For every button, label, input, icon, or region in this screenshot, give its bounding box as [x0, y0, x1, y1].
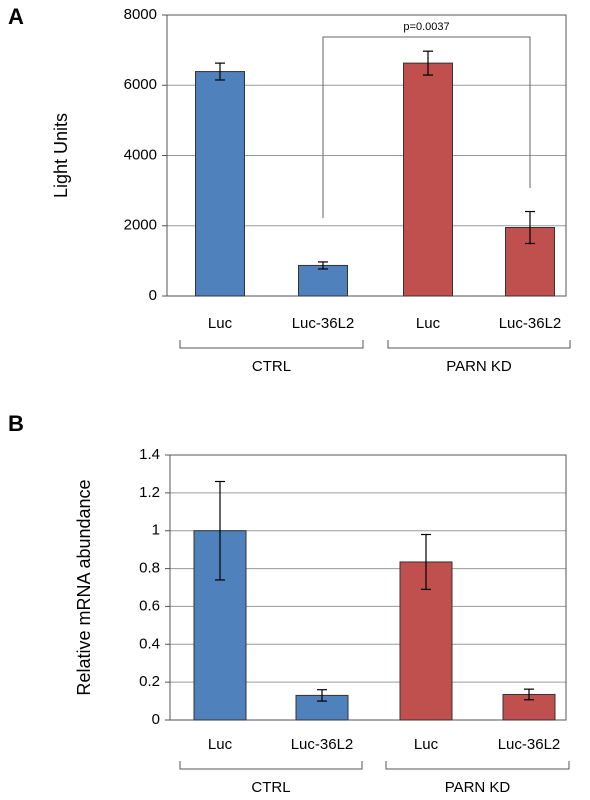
group-bracket	[179, 761, 363, 770]
group-label: PARN KD	[445, 779, 511, 796]
error-bar	[317, 689, 327, 702]
error-bar	[215, 62, 225, 81]
y-tick-label: 1.4	[139, 446, 160, 463]
y-tick-label: 1	[152, 522, 160, 539]
y-tick-label: 8000	[124, 6, 157, 23]
panel-label: A	[8, 4, 24, 29]
y-tick-label: 0.6	[139, 597, 160, 614]
error-bar	[421, 533, 431, 590]
x-tick-label: Luc-36L2	[498, 736, 561, 753]
y-tick-label: 6000	[124, 76, 157, 93]
x-tick-label: Luc-36L2	[499, 315, 562, 332]
group-label: CTRL	[252, 358, 291, 375]
y-tick-label: 0	[149, 287, 157, 304]
y-tick-label: 0	[152, 711, 160, 728]
x-tick-label: Luc	[414, 736, 439, 753]
bar	[195, 71, 245, 297]
y-tick-label: 1.2	[139, 484, 160, 501]
p-value: p=0.0037	[403, 21, 449, 33]
x-tick-label: Luc-36L2	[292, 315, 355, 332]
y-tick-label: 0.4	[139, 635, 160, 652]
error-bar	[524, 688, 534, 701]
error-bar	[215, 480, 225, 581]
x-tick-label: Luc	[416, 315, 441, 332]
y-tick-label: 2000	[124, 217, 157, 234]
group-bracket	[179, 340, 364, 349]
group-bracket	[387, 340, 571, 349]
x-tick-label: Luc-36L2	[291, 736, 354, 753]
bar	[403, 62, 453, 297]
group-bracket	[385, 761, 570, 770]
error-bar	[318, 261, 328, 270]
y-axis-label: Relative mRNA abundance	[74, 479, 94, 695]
y-tick-label: 0.2	[139, 673, 160, 690]
plot-frame	[169, 454, 567, 721]
error-bar	[525, 210, 535, 245]
y-tick-label: 4000	[124, 146, 157, 163]
panel-label: B	[8, 411, 24, 436]
group-label: CTRL	[251, 779, 290, 796]
y-axis-label: Light Units	[51, 113, 71, 198]
plot-frame	[166, 14, 567, 297]
group-label: PARN KD	[446, 358, 512, 375]
significance-bracket	[322, 36, 531, 218]
x-tick-label: Luc	[208, 315, 233, 332]
bar	[298, 264, 348, 297]
x-tick-label: Luc	[208, 736, 233, 753]
y-tick-label: 0.8	[139, 560, 160, 577]
error-bar	[423, 50, 433, 76]
